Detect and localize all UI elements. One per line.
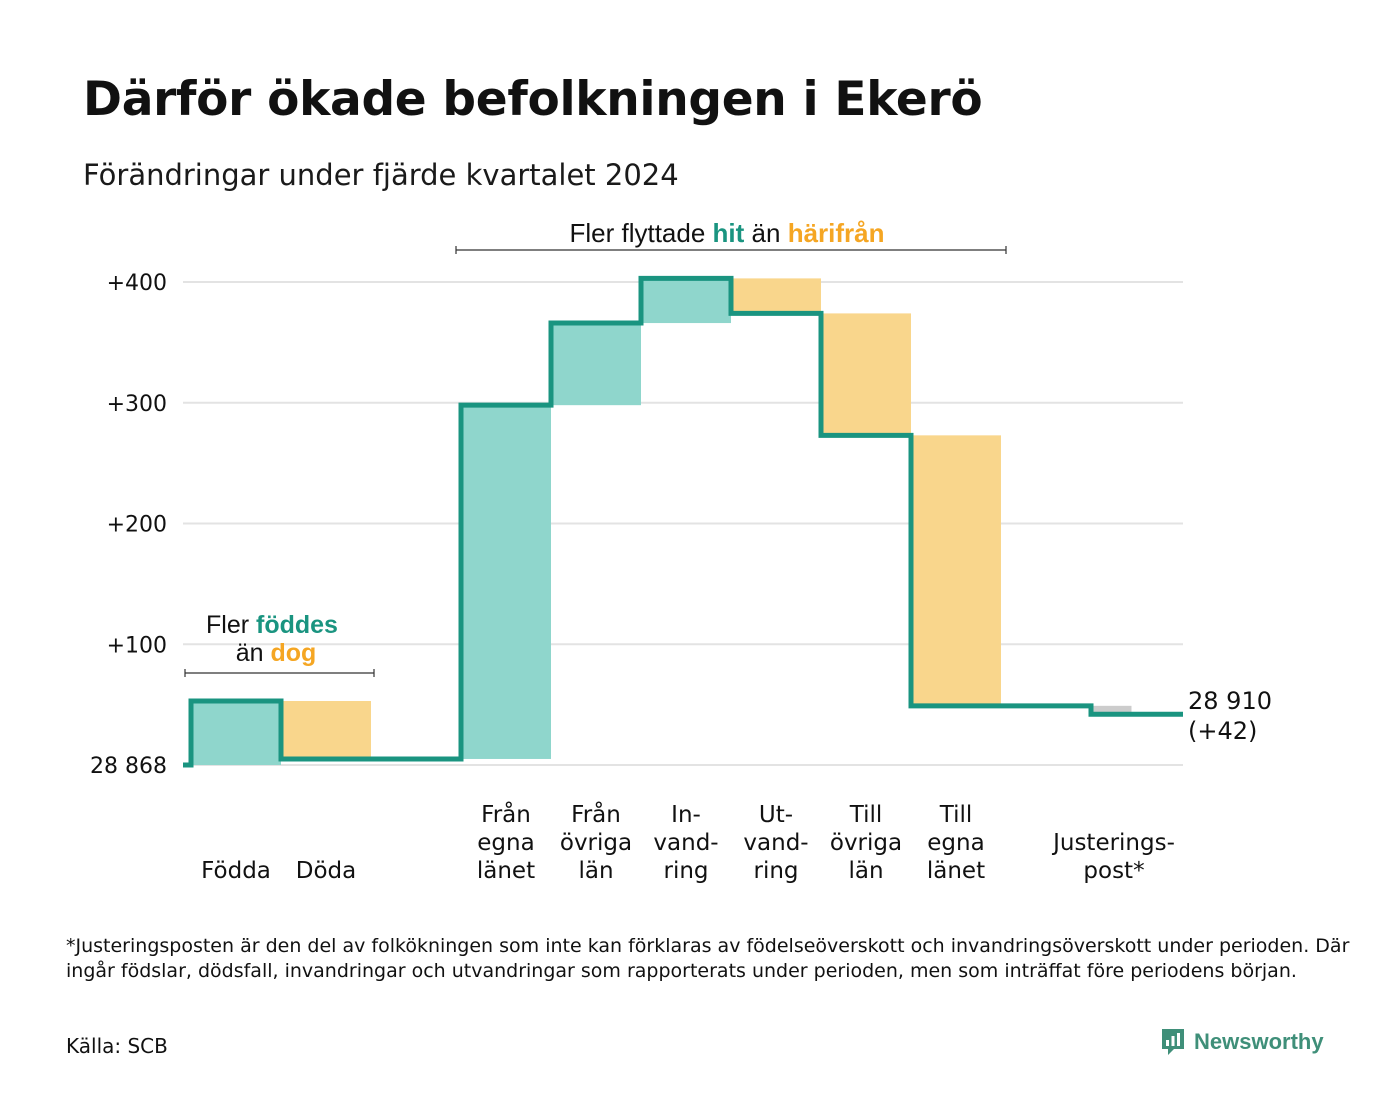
annotation-migration-bracket (455, 246, 1007, 254)
bar-increase (461, 405, 551, 759)
y-tick-label: +200 (107, 513, 167, 538)
brand-logo[interactable]: Newsworthy (1160, 1027, 1324, 1057)
x-category-label: länet (477, 858, 535, 884)
x-category-label: ring (753, 858, 798, 884)
end-value-label: 28 910 (1188, 687, 1272, 715)
x-category-label: län (578, 858, 613, 884)
bar-decrease (911, 435, 1001, 706)
chart-title: Därför ökade befolkningen i Ekerö (83, 72, 983, 127)
x-category-label: ring (663, 858, 708, 884)
bar-decrease (821, 313, 911, 436)
x-category-label: övriga (560, 830, 632, 856)
bar-increase (191, 701, 281, 765)
brand-name: Newsworthy (1194, 1029, 1324, 1054)
y-tick-label: +400 (107, 271, 167, 296)
x-category-label: vand- (653, 830, 718, 856)
annotation-migration: Fler flyttade hit än härifrån (569, 218, 884, 248)
annotation-birth-line1: Fler föddes (206, 611, 338, 639)
x-category-label: Ut- (759, 802, 793, 828)
bar-increase (641, 278, 731, 324)
x-category-label: post* (1083, 858, 1144, 884)
bar-adjustment (1091, 705, 1132, 715)
cumulative-step-line (183, 275, 1183, 768)
x-category-label: län (848, 858, 883, 884)
x-category-label: egna (477, 830, 534, 856)
x-category-label: egna (927, 830, 984, 856)
annotation-birth-bracket (184, 669, 375, 677)
x-category-label: Till (849, 802, 883, 828)
x-category-label: övriga (830, 830, 902, 856)
bar-increase (551, 323, 641, 406)
x-category-label: Döda (296, 858, 356, 884)
waterfall-chart: 28 868+100+200+300+400 Födda DödaFrånegna… (90, 218, 1272, 884)
y-tick-label: +300 (107, 392, 167, 417)
chart-subtitle: Förändringar under fjärde kvartalet 2024 (83, 158, 679, 192)
y-tick-label-baseline: 28 868 (90, 754, 167, 779)
y-tick-label: +100 (107, 633, 167, 658)
newsworthy-logo-icon (1162, 1029, 1184, 1055)
footnote: *Justeringsposten är den del av folkökni… (66, 935, 1350, 982)
x-category-label: länet (927, 858, 985, 884)
x-category-label: In- (671, 802, 701, 828)
x-category-label: Från (481, 800, 531, 828)
bar-decrease (281, 701, 371, 759)
x-category-label: Födda (201, 858, 271, 884)
annotation-birth-line2: än dog (236, 639, 317, 667)
bar-decrease (731, 278, 821, 314)
x-category-label: Från (571, 800, 621, 828)
end-change-label: (+42) (1188, 717, 1257, 745)
source-label: Källa: SCB (66, 1034, 168, 1058)
x-category-label: Justerings- (1051, 830, 1175, 856)
x-category-label: Till (939, 802, 973, 828)
x-category-label: vand- (743, 830, 808, 856)
